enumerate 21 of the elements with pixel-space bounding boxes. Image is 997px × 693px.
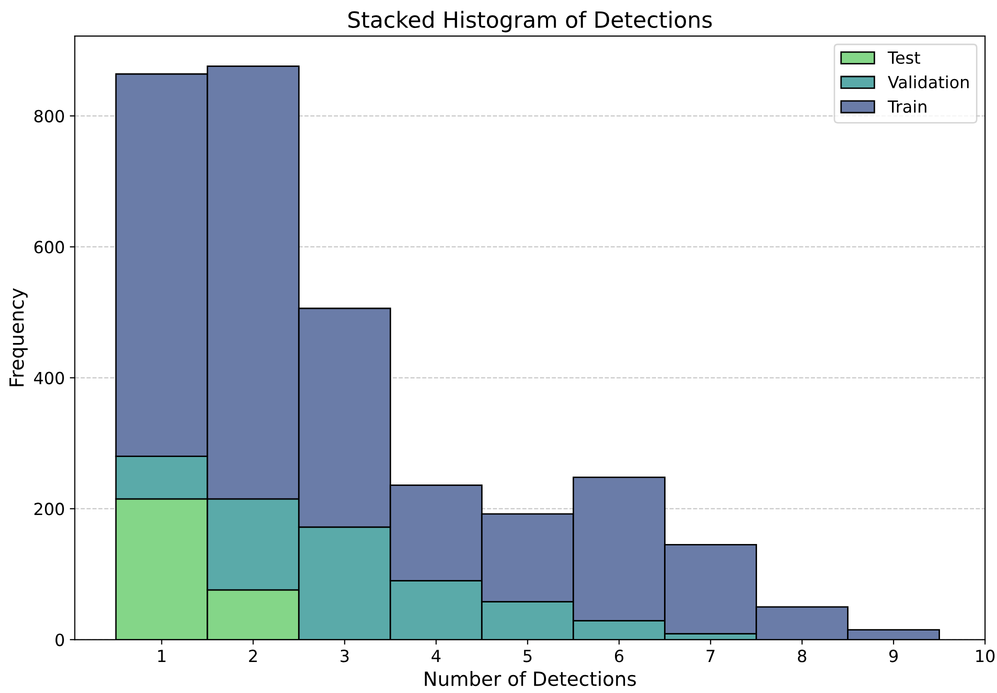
y-axis-title: Frequency xyxy=(9,288,28,386)
y-tick-label: 0 xyxy=(56,634,64,646)
x-axis-title: Number of Detections xyxy=(424,671,636,686)
x-tick-label: 4 xyxy=(432,650,440,662)
x-tick-label: 9 xyxy=(889,650,898,662)
x-tick-label: 8 xyxy=(798,650,806,662)
chart-title: Stacked Histogram of Detections xyxy=(348,10,712,32)
legend-label: Validation xyxy=(888,76,969,88)
x-tick-label: 6 xyxy=(614,650,624,662)
y-tick-label: 800 xyxy=(34,110,64,122)
y-tick-label: 400 xyxy=(34,372,64,384)
x-tick-label: 1 xyxy=(158,650,166,662)
y-tick-label: 200 xyxy=(34,502,64,516)
x-tick-label: 10 xyxy=(976,650,995,662)
x-tick-label: 2 xyxy=(249,650,257,662)
x-tick-label: 3 xyxy=(340,650,349,662)
x-tick-label: 5 xyxy=(524,650,532,662)
legend-label: Train xyxy=(888,100,926,113)
legend-label: Test xyxy=(888,52,920,64)
y-tick-label: 600 xyxy=(34,240,64,254)
x-tick-label: 7 xyxy=(706,650,714,662)
